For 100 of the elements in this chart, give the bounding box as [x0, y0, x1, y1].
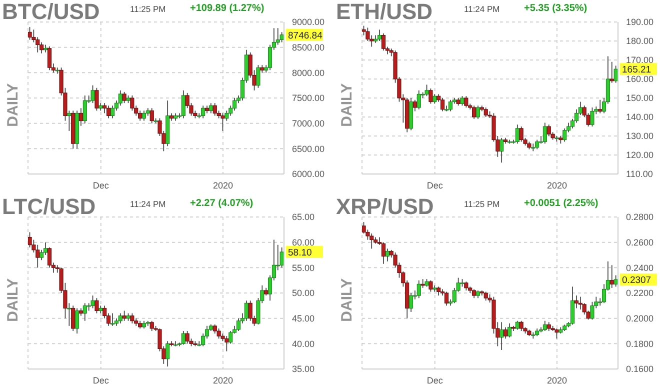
candlestick [122, 92, 126, 104]
chart-subtitle: 11:25 PM [130, 4, 166, 14]
text: +109.89 (1.27%) [190, 3, 264, 14]
candlestick [444, 291, 449, 306]
candlestick [28, 26, 32, 40]
candlestick [416, 280, 421, 298]
chart-subtitle: 11:24 PM [464, 4, 500, 14]
y-tick-label: 0.2800 [626, 212, 654, 222]
candlestick [381, 242, 386, 264]
y-tick-label: 110.00 [626, 169, 653, 180]
candlestick [416, 90, 421, 110]
candlestick [531, 143, 536, 152]
candlestick [542, 122, 547, 144]
y-tick-label: 60.00 [292, 238, 315, 248]
candlestick [614, 65, 618, 84]
chart-title: BTC/USD [2, 0, 100, 24]
candlestick [464, 96, 468, 108]
x-tick-label: 2020 [546, 180, 567, 190]
candlestick [542, 320, 547, 332]
y-axis-title: DAILY [4, 278, 22, 322]
y-tick-label: 0.2000 [626, 314, 654, 324]
candlestick [590, 107, 594, 127]
y-tick-label: 170.00 [626, 55, 654, 66]
candlestick [220, 112, 225, 132]
y-tick-label: 8500.00 [292, 42, 325, 53]
candlestick [531, 332, 536, 339]
candlestick [546, 124, 551, 136]
x-tick-label: 2020 [212, 375, 233, 386]
y-tick-label: 40.00 [292, 338, 315, 349]
candlestick [118, 312, 122, 324]
candlestick [412, 100, 417, 112]
candlestick [448, 100, 452, 112]
candlestick [166, 340, 170, 367]
y-tick-label: 190.00 [626, 17, 654, 28]
y-tick-label: 180.00 [626, 36, 654, 46]
x-tick-label: 2020 [546, 375, 567, 386]
y-tick-label: 0.2200 [626, 288, 654, 298]
y-tick-label: 0.2600 [626, 238, 654, 248]
y-tick-label: 140.00 [626, 112, 654, 122]
candlestick [280, 32, 284, 43]
candlestick [201, 105, 206, 119]
annotation: 0.2307 [622, 274, 652, 286]
candlestick [44, 44, 48, 53]
y-tick-label: 9000.00 [292, 17, 325, 28]
candlestick [94, 298, 99, 314]
candlestick [106, 105, 111, 119]
y-tick-label: 50.00 [292, 288, 315, 298]
y-tick-label: 35.00 [292, 364, 315, 374]
candlestick [256, 64, 260, 88]
candlestick [280, 247, 284, 268]
x-tick-label: Dec [426, 180, 444, 190]
candlestick [535, 139, 540, 150]
y-tick-label: 45.00 [292, 314, 315, 324]
candlestick [47, 46, 52, 71]
candlestick [71, 305, 76, 332]
candlestick [440, 98, 445, 112]
y-tick-label: 130.00 [626, 131, 654, 142]
candlestick [75, 308, 80, 334]
candlestick [610, 264, 614, 288]
candlestick [554, 328, 559, 339]
candlestick [181, 330, 186, 346]
candlestick [570, 286, 575, 326]
candlestick [515, 124, 520, 144]
candlestick [424, 84, 429, 96]
x-tick-label: Dec [92, 375, 110, 386]
candlestick [610, 62, 614, 84]
candlestick [181, 90, 186, 119]
candlestick [476, 105, 480, 120]
candlestick [78, 108, 83, 126]
y-tick-label: 55.00 [292, 262, 315, 273]
y-tick-label: 0.1800 [626, 338, 654, 349]
y-tick-label: 7500.00 [292, 93, 325, 104]
y-axis-title: DAILY [4, 83, 22, 127]
candlestick [216, 328, 221, 339]
candlestick [370, 233, 374, 250]
chart-title: ETH/USD [336, 0, 433, 24]
candlestick [208, 102, 213, 114]
candlestick [94, 87, 99, 112]
candlestick [224, 336, 229, 352]
chart-subtitle: 11:25 PM [464, 199, 500, 209]
x-tick-label: Dec [426, 375, 444, 386]
candlestick [90, 84, 95, 104]
candlestick [519, 126, 524, 142]
candlestick [130, 95, 134, 112]
y-tick-label: 150.00 [626, 93, 654, 104]
chart-subtitle: 11:24 PM [130, 199, 166, 209]
candlestick [150, 320, 154, 332]
y-tick-label: 6500.00 [292, 144, 325, 154]
y-tick-label: 160.00 [626, 74, 654, 84]
candlestick [212, 102, 217, 116]
y-tick-label: 120.00 [626, 150, 654, 160]
candlestick [507, 323, 512, 338]
y-tick-label: 8000.00 [292, 68, 325, 78]
candlestick [82, 302, 87, 322]
chart-title: XRP/USD [336, 194, 434, 219]
candlestick [460, 96, 464, 106]
candlestick [122, 310, 126, 322]
x-tick-label: 2020 [212, 180, 233, 190]
candlestick [90, 295, 95, 309]
candlestick [472, 105, 476, 120]
